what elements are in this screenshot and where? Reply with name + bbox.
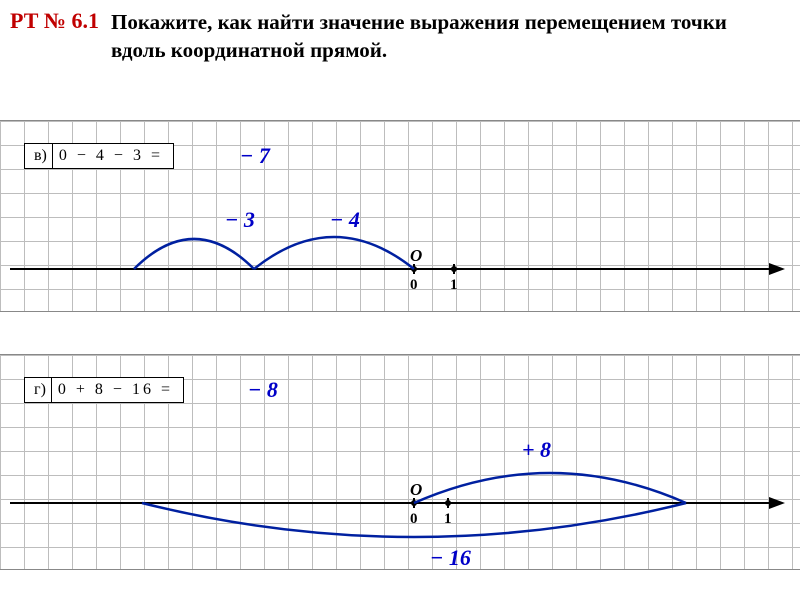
svg-text:0: 0 [410, 511, 418, 527]
number-line-v: 0 1 O [0, 121, 800, 313]
problem-panel-g: г) 0 + 8 − 16 = − 8 + 8 − 16 01O [0, 354, 800, 570]
exercise-header: РТ № 6.1 Покажите, как найти значение вы… [10, 8, 790, 65]
svg-text:0: 0 [410, 277, 418, 293]
problem-panel-v: в) 0 − 4 − 3 = − 7 − 3 − 4 01O [0, 120, 800, 312]
svg-text:O: O [410, 480, 422, 499]
task-description: Покажите, как найти значение выражения п… [111, 8, 751, 65]
number-line-g: 0 1 O [0, 355, 800, 571]
rt-number: РТ № 6.1 [10, 8, 99, 34]
svg-text:O: O [410, 246, 422, 265]
svg-text:1: 1 [450, 277, 458, 293]
svg-text:1: 1 [444, 511, 452, 527]
